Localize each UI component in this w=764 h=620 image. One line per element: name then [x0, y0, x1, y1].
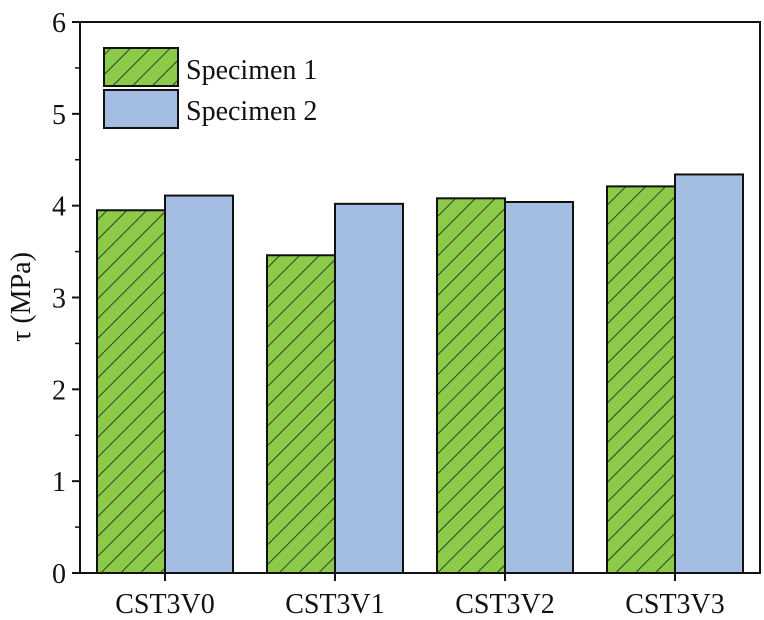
bar-specimen-1-cst3v0	[96, 209, 166, 574]
legend-label-specimen-2: Specimen 2	[186, 96, 317, 127]
legend-swatch-specimen-2	[103, 89, 179, 129]
bar-specimen-2-cst3v3	[674, 173, 744, 574]
y-tick-label: 3	[52, 284, 66, 315]
bar-specimen-1-cst3v3	[606, 185, 676, 575]
x-tick-label: CST3V1	[285, 589, 385, 620]
bar-specimen-2-cst3v0	[164, 194, 234, 574]
bar-specimen-2-cst3v2	[504, 200, 574, 574]
legend-swatch-specimen-1	[103, 47, 179, 87]
legend-label-specimen-1: Specimen 1	[186, 55, 317, 86]
y-tick-label: 0	[52, 559, 66, 590]
y-tick-label: 2	[52, 375, 66, 406]
bar-specimen-1-cst3v1	[266, 254, 336, 575]
y-tick-label: 1	[52, 467, 66, 498]
bar-specimen-1-cst3v2	[436, 197, 506, 574]
x-tick-label: CST3V3	[625, 589, 725, 620]
legend: Specimen 1 Specimen 2	[103, 47, 317, 129]
x-tick-label: CST3V0	[115, 589, 215, 620]
axes-group: CST3V0 CST3V1 CST3V2 CST3V3 0 1 2 3 4 5 6	[52, 8, 725, 620]
y-axis-title: τ (MPa)	[6, 252, 37, 342]
x-tick-label: CST3V2	[455, 589, 555, 620]
bars-group	[96, 173, 744, 575]
y-tick-label: 4	[52, 192, 66, 223]
y-tick-label: 5	[52, 100, 66, 131]
y-tick-label: 6	[52, 8, 66, 39]
bar-specimen-2-cst3v1	[334, 202, 404, 575]
